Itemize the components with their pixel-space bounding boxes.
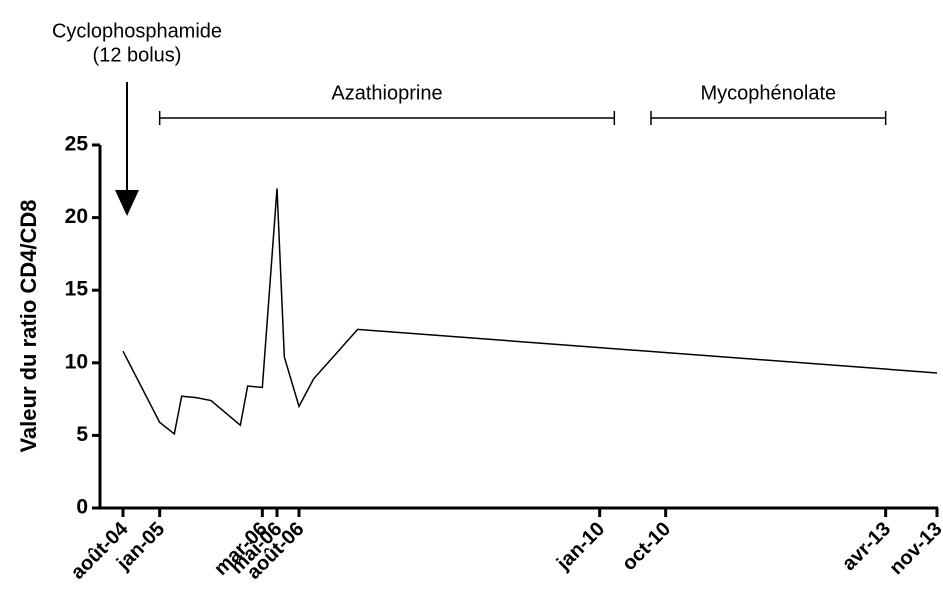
y-axis-label: Valeur du ratio CD4/CD8 (16, 199, 41, 452)
annotation-text: (12 bolus) (93, 44, 182, 66)
y-tick-label: 10 (65, 350, 88, 373)
annotation-text: Azathioprine (331, 82, 442, 104)
y-tick-label: 20 (65, 205, 88, 228)
arrow-head (115, 190, 139, 216)
x-tick-label: nov-13 (885, 518, 943, 579)
y-tick-label: 15 (65, 278, 89, 301)
y-tick-label: 5 (76, 423, 88, 446)
y-tick-label: 25 (65, 133, 89, 156)
x-tick-label: oct-10 (618, 518, 675, 575)
annotation-text: Cyclophosphamide (52, 20, 222, 42)
x-tick-label: avr-13 (838, 518, 895, 575)
annotation-text: Mycophénolate (701, 82, 837, 104)
x-tick-label: jan-10 (552, 518, 609, 575)
y-tick-label: 0 (76, 496, 88, 519)
data-line (122, 188, 938, 436)
